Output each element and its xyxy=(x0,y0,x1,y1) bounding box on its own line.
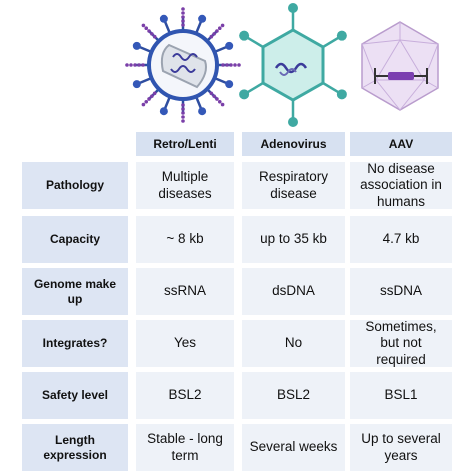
table-cell: BSL1 xyxy=(350,372,452,419)
table-cell: No disease association in humans xyxy=(350,161,452,209)
row-label: Integrates? xyxy=(22,320,128,367)
row-label: Genome make up xyxy=(22,268,128,315)
row-label: Capacity xyxy=(22,216,128,263)
retrovirus-icon xyxy=(125,7,241,123)
table-cell: Stable - long term xyxy=(136,424,234,471)
table-cell: BSL2 xyxy=(242,372,345,419)
table-cell: Up to several years xyxy=(350,424,452,471)
row-label: Pathology xyxy=(22,162,128,209)
table-cell: up to 35 kb xyxy=(242,216,345,263)
table-cell: dsDNA xyxy=(242,268,345,315)
table-cell: Multiple diseases xyxy=(136,162,234,209)
table-cell: BSL2 xyxy=(136,372,234,419)
table-cell: 4.7 kb xyxy=(350,216,452,263)
table-cell: No xyxy=(242,320,345,367)
table-cell: ssDNA xyxy=(350,268,452,315)
table-cell: ssRNA xyxy=(136,268,234,315)
table-cell: Respiratory disease xyxy=(242,162,345,209)
aav-icon xyxy=(361,21,439,111)
table-cell: ~ 8 kb xyxy=(136,216,234,263)
virus-icons xyxy=(125,3,439,127)
table-cell: Several weeks xyxy=(242,424,345,471)
column-header: Retro/Lenti xyxy=(136,132,234,156)
table-cell: Sometimes, but not required xyxy=(350,319,452,367)
row-label: Length expression xyxy=(22,424,128,471)
adenovirus-icon xyxy=(239,3,347,127)
column-header: AAV xyxy=(350,132,452,156)
column-header: Adenovirus xyxy=(242,132,345,156)
row-label: Safety level xyxy=(22,372,128,419)
table-cell: Yes xyxy=(136,320,234,367)
